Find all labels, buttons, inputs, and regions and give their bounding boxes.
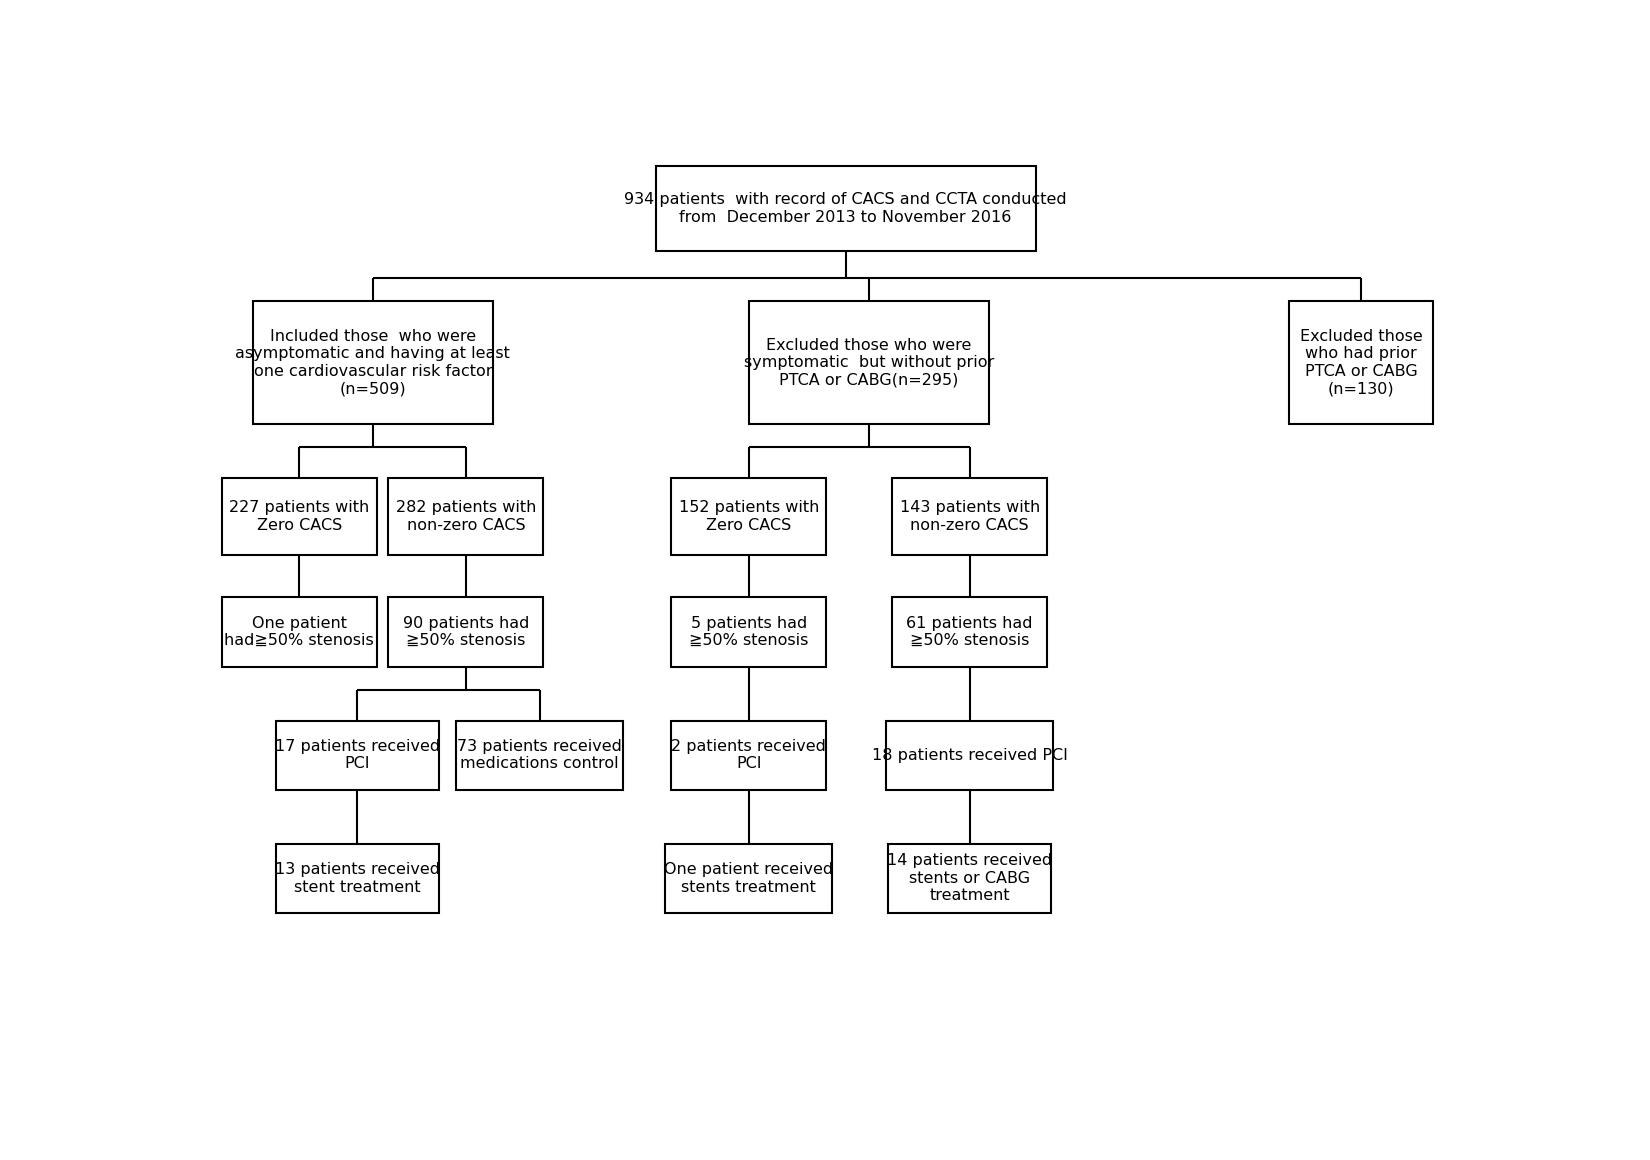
FancyBboxPatch shape — [252, 300, 493, 425]
Text: 934 patients  with record of CACS and CCTA conducted
from  December 2013 to Nove: 934 patients with record of CACS and CCT… — [624, 193, 1068, 225]
Text: One patient received
stents treatment: One patient received stents treatment — [665, 862, 833, 894]
Text: Excluded those who were
symptomatic  but without prior
PTCA or CABG(n=295): Excluded those who were symptomatic but … — [744, 338, 993, 387]
Text: 282 patients with
non-zero CACS: 282 patients with non-zero CACS — [396, 500, 536, 532]
Text: 17 patients received
PCI: 17 patients received PCI — [276, 739, 441, 771]
FancyBboxPatch shape — [672, 720, 827, 790]
Text: 13 patients received
stent treatment: 13 patients received stent treatment — [276, 862, 441, 894]
FancyBboxPatch shape — [276, 720, 439, 790]
Text: Included those  who were
asymptomatic and having at least
one cardiovascular ris: Included those who were asymptomatic and… — [236, 329, 510, 396]
Text: 61 patients had
≧50% stenosis: 61 patients had ≧50% stenosis — [906, 616, 1033, 648]
FancyBboxPatch shape — [221, 597, 376, 667]
FancyBboxPatch shape — [888, 843, 1051, 913]
FancyBboxPatch shape — [665, 843, 832, 913]
Text: 2 patients received
PCI: 2 patients received PCI — [672, 739, 827, 771]
FancyBboxPatch shape — [388, 478, 543, 554]
FancyBboxPatch shape — [655, 166, 1036, 251]
Text: One patient
had≧50% stenosis: One patient had≧50% stenosis — [224, 616, 375, 648]
FancyBboxPatch shape — [893, 478, 1048, 554]
Text: 73 patients received
medications control: 73 patients received medications control — [457, 739, 622, 771]
FancyBboxPatch shape — [893, 597, 1048, 667]
FancyBboxPatch shape — [455, 720, 622, 790]
Text: 152 patients with
Zero CACS: 152 patients with Zero CACS — [678, 500, 818, 532]
Text: Excluded those
who had prior
PTCA or CABG
(n=130): Excluded those who had prior PTCA or CAB… — [1300, 329, 1422, 396]
FancyBboxPatch shape — [221, 478, 376, 554]
FancyBboxPatch shape — [672, 478, 827, 554]
FancyBboxPatch shape — [886, 720, 1053, 790]
Text: 90 patients had
≧50% stenosis: 90 patients had ≧50% stenosis — [403, 616, 530, 648]
Text: 14 patients received
stents or CABG
treatment: 14 patients received stents or CABG trea… — [888, 854, 1053, 904]
FancyBboxPatch shape — [672, 597, 827, 667]
FancyBboxPatch shape — [388, 597, 543, 667]
FancyBboxPatch shape — [749, 300, 988, 425]
Text: 143 patients with
non-zero CACS: 143 patients with non-zero CACS — [899, 500, 1040, 532]
FancyBboxPatch shape — [1289, 300, 1432, 425]
Text: 18 patients received PCI: 18 patients received PCI — [871, 748, 1068, 763]
Text: 227 patients with
Zero CACS: 227 patients with Zero CACS — [229, 500, 370, 532]
FancyBboxPatch shape — [276, 843, 439, 913]
Text: 5 patients had
≧50% stenosis: 5 patients had ≧50% stenosis — [690, 616, 808, 648]
